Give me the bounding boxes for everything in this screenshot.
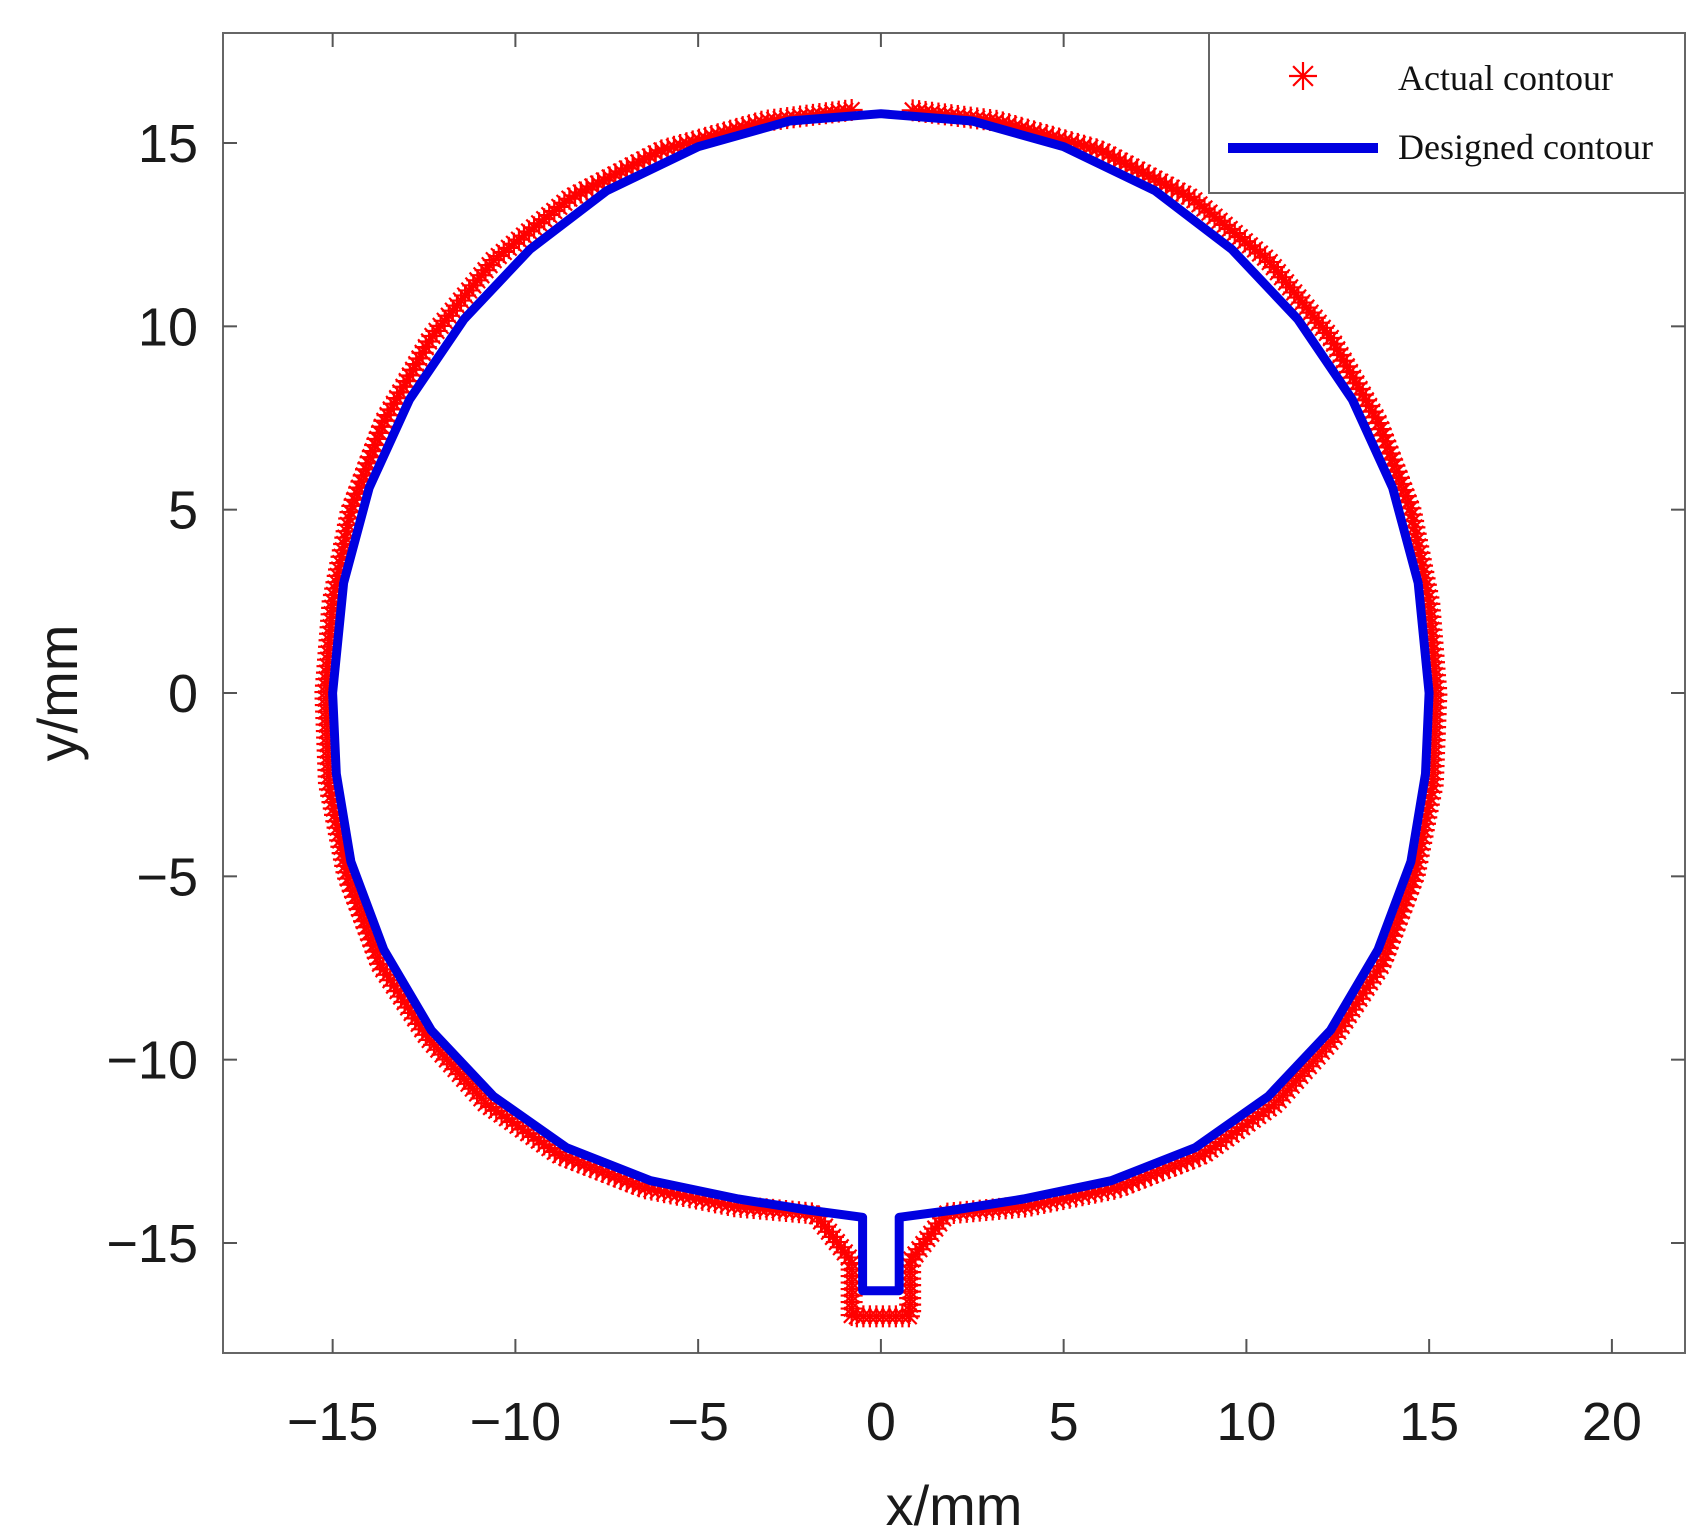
legend: Actual contour Designed contour xyxy=(1208,32,1686,194)
x-tick-label: −15 xyxy=(287,1392,379,1452)
legend-box xyxy=(1208,32,1686,194)
y-tick-label: −10 xyxy=(106,1031,198,1091)
legend-asterisk-glyph xyxy=(1289,62,1317,90)
x-tick-label: −10 xyxy=(470,1392,562,1452)
x-tick-label: 5 xyxy=(1049,1392,1079,1452)
y-tick-label: −5 xyxy=(136,847,198,907)
legend-label-actual: Actual contour xyxy=(1398,58,1613,98)
x-tick-label: 20 xyxy=(1582,1392,1642,1452)
legend-asterisk-marker xyxy=(1289,62,1317,90)
y-tick-label: 15 xyxy=(138,114,198,174)
y-tick-label: 10 xyxy=(138,297,198,357)
x-tick-label: −5 xyxy=(667,1392,729,1452)
x-axis-title: x/mm xyxy=(886,1474,1023,1537)
designed-contour-line xyxy=(328,109,1434,1296)
plot-area xyxy=(314,99,1448,1328)
y-tick-label: −15 xyxy=(106,1214,198,1274)
x-tick-label: 10 xyxy=(1216,1392,1276,1452)
tick-labels: −15 −10 −5 0 5 10 15 20 −15 −10 −5 0 5 10 15 xyxy=(106,114,1642,1452)
y-axis-title: y/mm xyxy=(26,625,89,762)
y-tick-label: 0 xyxy=(168,664,198,724)
legend-label-designed: Designed contour xyxy=(1398,127,1653,167)
plot-frame xyxy=(222,32,1686,1354)
x-tick-label: 0 xyxy=(866,1392,896,1452)
y-tick-label: 5 xyxy=(168,481,198,541)
x-tick-label: 15 xyxy=(1399,1392,1459,1452)
